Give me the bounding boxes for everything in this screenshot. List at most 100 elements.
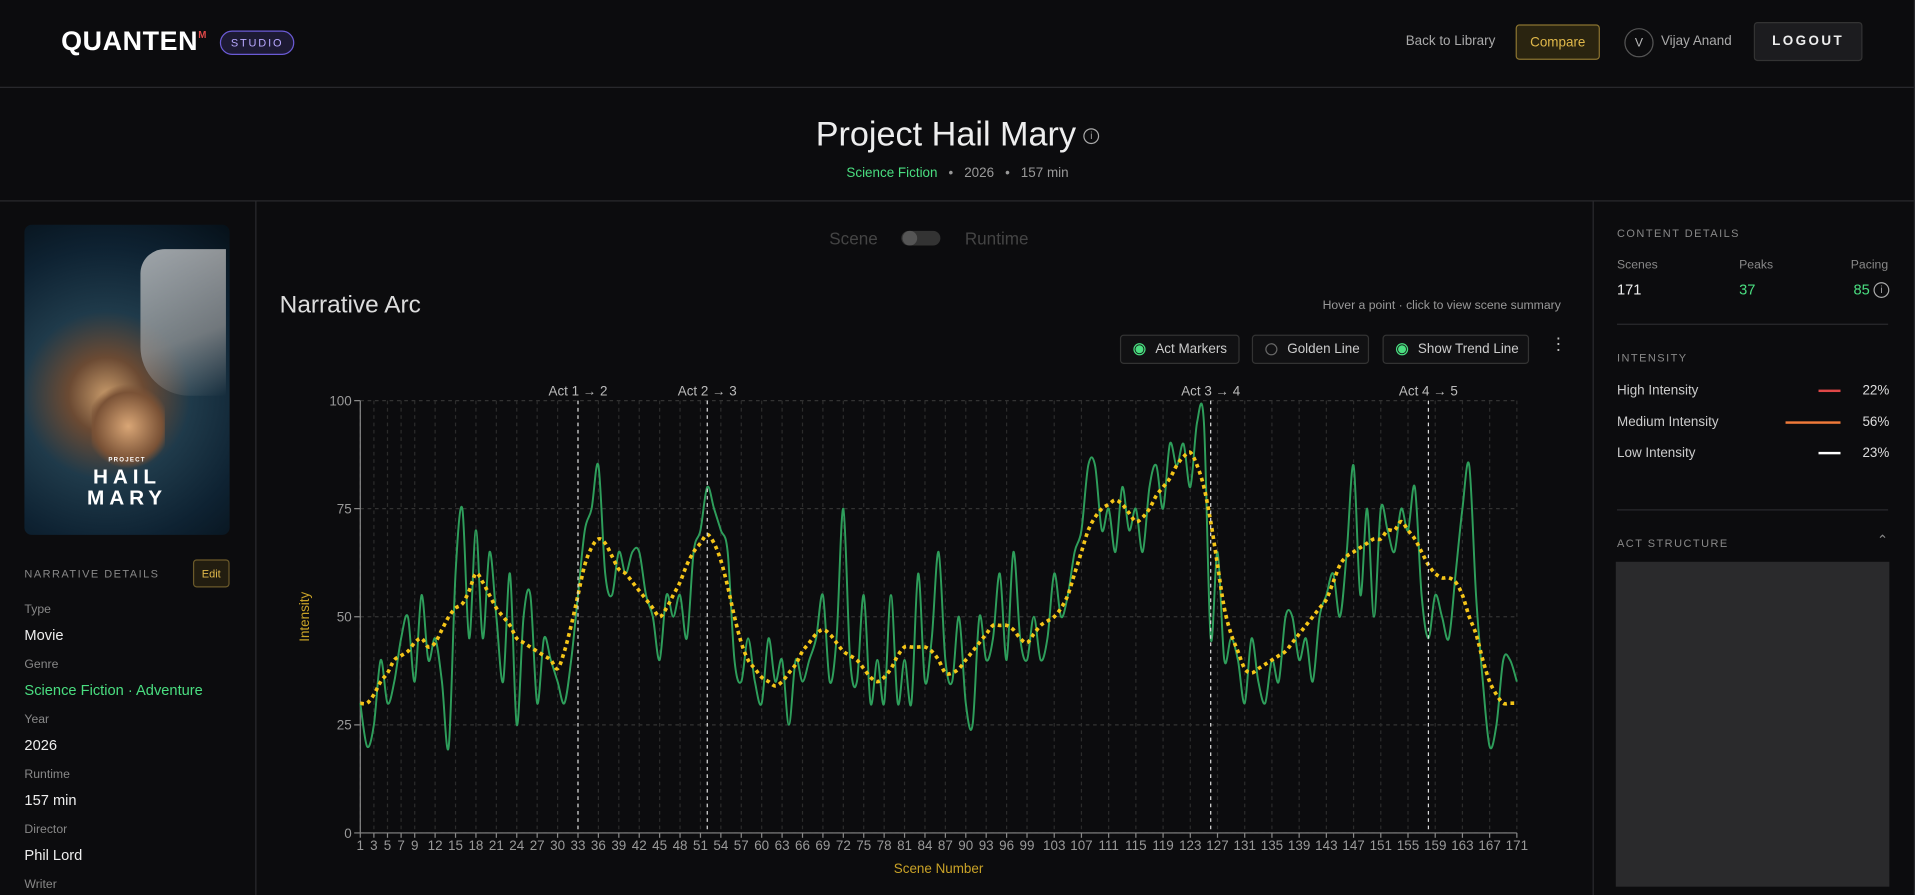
brand-name: QUANTEN [61,25,199,57]
x-tick-label: 72 [836,838,851,853]
intensity-value: 56% [1862,414,1890,430]
compare-button[interactable]: Compare [1515,24,1600,60]
field-label: Director [24,823,68,837]
meta-row: Science Fiction • 2026 • 157 min [846,166,1069,181]
section-heading: NARRATIVE DETAILS [24,567,160,581]
intensity-label: High Intensity [1617,383,1699,399]
y-tick-label: 25 [337,718,352,733]
x-tick-label: 9 [411,838,418,853]
x-tick-label: 1 [357,838,364,853]
stat-value: 171 [1617,280,1642,298]
act-marker-label: Act 3 → 4 [1181,384,1240,399]
field-value: Phil Lord [24,846,83,864]
stat-label: Scenes [1617,258,1658,273]
field-label: Runtime [24,768,70,782]
x-tick-label: 127 [1206,838,1228,853]
y-tick-label: 75 [337,502,352,517]
intensity-line [359,402,1518,751]
info-icon[interactable]: i [1873,282,1890,298]
intensity-swatch [1818,451,1841,455]
act-marker-label: Act 4 → 5 [1399,384,1458,399]
x-tick-label: 81 [897,838,912,853]
x-tick-label: 75 [856,838,871,853]
trend-line [360,450,1517,706]
project-title: Project Hail Mary [815,114,1077,153]
x-tick-label: 103 [1043,838,1065,853]
toggle-label[interactable]: Runtime [964,228,1029,248]
x-tick-label: 45 [652,838,667,853]
option-label: Act Markers [1155,341,1228,357]
field-value: Movie [24,626,64,644]
collapse-icon[interactable]: ⌃ [1876,533,1889,549]
avatar[interactable]: V [1624,28,1654,58]
field-label: Genre [24,658,59,672]
x-tick-label: 33 [571,838,586,853]
radio[interactable] [1395,343,1409,356]
studio-badge: STUDIO [219,30,295,55]
toggle-label[interactable]: Scene [829,228,878,248]
poster: PROJECT HAIL MARY [24,224,230,535]
radio[interactable] [1133,343,1146,356]
chart-hint: Hover a point · click to view scene summ… [1322,299,1561,313]
logout-button[interactable]: LOGOUT [1753,21,1863,62]
option-button[interactable]: Act Markers [1119,334,1240,364]
field-value: Science Fiction · Adventure [24,681,203,699]
x-tick-label: 36 [591,838,606,853]
x-tick-label: 39 [611,838,626,853]
option-button[interactable]: Show Trend Line [1382,334,1530,364]
field-label: Year [24,713,50,727]
x-tick-label: 5 [384,838,391,853]
toggle-switch[interactable] [901,230,941,246]
option-label: Golden Line [1287,341,1360,357]
stat-value: 85 [1853,280,1870,298]
back-link[interactable]: Back to Library [1405,34,1496,49]
sidebar: PROJECT HAIL MARY NARRATIVE DETAILS Edit… [0,201,257,895]
x-tick-label: 27 [530,838,545,853]
brand-mark: M [198,29,207,41]
radio[interactable] [1265,343,1278,356]
act-marker-label: Act 1 → 2 [549,384,608,399]
info-icon[interactable]: i [1083,128,1100,145]
user-name[interactable]: Vijay Anand [1660,34,1732,49]
edit-button[interactable]: Edit [192,559,230,588]
x-tick-label: 78 [877,838,892,853]
x-tick-label: 3 [370,838,377,853]
intensity-value: 22% [1862,383,1890,399]
title-bar: Project Hail Mary i Science Fiction • 2026 •… [0,88,1914,202]
x-tick-label: 163 [1451,838,1473,853]
x-tick-label: 24 [509,838,524,853]
x-tick-label: 171 [1506,838,1528,853]
intensity-label: Medium Intensity [1617,414,1719,430]
y-tick-label: 100 [329,393,351,408]
top-bar: QUANTENM STUDIO Back to Library Compare … [0,0,1914,88]
x-tick-label: 51 [693,838,708,853]
field-label: Type [24,603,51,617]
brand[interactable]: QUANTENM [61,26,207,58]
x-tick-label: 96 [999,838,1014,853]
x-tick-label: 69 [815,838,830,853]
option-label: Show Trend Line [1417,341,1519,357]
x-tick-label: 90 [958,838,973,853]
intensity-label: Low Intensity [1617,445,1696,461]
x-tick-label: 135 [1261,838,1283,853]
intensity-value: 23% [1862,445,1890,461]
poster-text: PROJECT [108,456,146,465]
more-menu[interactable]: ⋮ [1549,333,1567,353]
act-marker-label: Act 2 → 3 [678,384,737,399]
details-panel: CONTENT DETAILS Scenes 171 Peaks 37 Paci… [1592,201,1914,895]
x-tick-label: 119 [1152,838,1173,853]
option-button[interactable]: Golden Line [1251,334,1370,364]
y-tick-label: 50 [337,610,352,625]
x-axis-label: Scene Number [894,861,984,876]
x-tick-label: 139 [1288,838,1310,853]
stat-label: Pacing [1850,258,1889,273]
intensity-swatch [1785,420,1841,424]
x-tick-label: 18 [468,838,483,853]
section-heading: INTENSITY [1617,351,1688,364]
y-axis-label: Intensity [297,591,312,641]
x-tick-label: 60 [754,838,769,853]
y-tick-label: 0 [344,826,351,841]
x-tick-label: 93 [979,838,994,853]
